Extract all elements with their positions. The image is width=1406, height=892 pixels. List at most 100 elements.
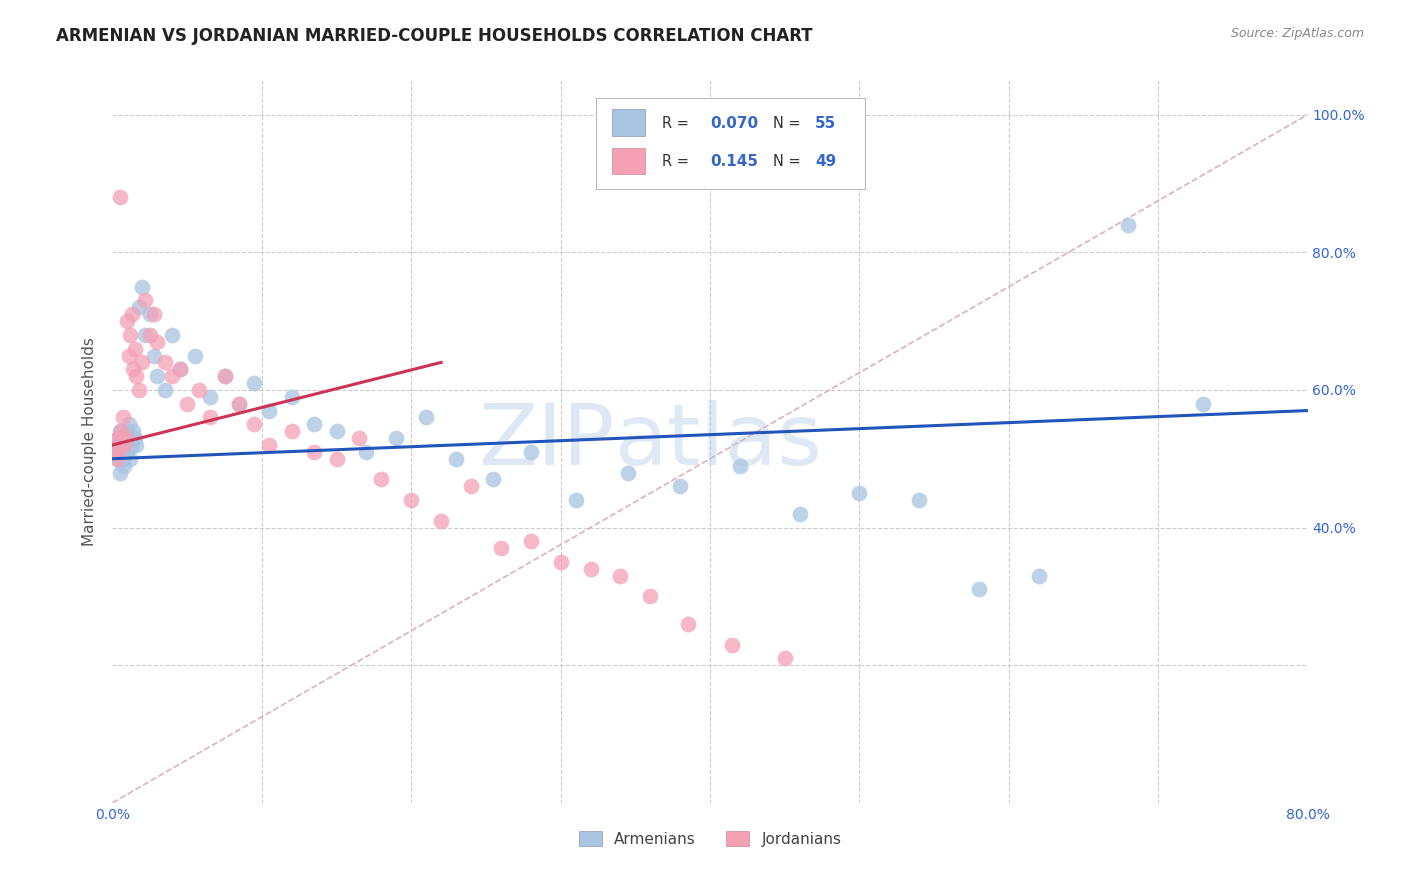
- Point: [114, 458, 135, 473]
- Point: [125, 369, 148, 384]
- Point: [105, 438, 128, 452]
- Point: [146, 334, 169, 349]
- Point: [115, 438, 138, 452]
- Point: [564, 493, 586, 508]
- Point: [108, 190, 131, 204]
- Point: [198, 390, 221, 404]
- Point: [214, 369, 236, 384]
- Point: [401, 493, 423, 508]
- Point: [198, 410, 221, 425]
- Point: [169, 362, 191, 376]
- Point: [139, 307, 162, 321]
- Point: [134, 293, 156, 308]
- Point: [609, 568, 631, 582]
- Point: [1028, 568, 1050, 582]
- Point: [104, 445, 127, 459]
- Point: [120, 451, 142, 466]
- Point: [415, 410, 437, 425]
- Point: [325, 424, 347, 438]
- Point: [176, 397, 198, 411]
- Point: [114, 438, 135, 452]
- Point: [111, 451, 134, 466]
- Bar: [612, 110, 645, 136]
- Point: [356, 445, 378, 459]
- Point: [143, 349, 166, 363]
- Point: [146, 369, 169, 384]
- Point: [1192, 397, 1215, 411]
- Point: [107, 451, 129, 466]
- Point: [139, 327, 162, 342]
- Point: [117, 424, 139, 438]
- Text: 49: 49: [815, 154, 837, 169]
- Point: [120, 327, 142, 342]
- Point: [183, 349, 205, 363]
- Text: Source: ZipAtlas.com: Source: ZipAtlas.com: [1230, 27, 1364, 40]
- Point: [104, 438, 127, 452]
- Bar: [612, 148, 645, 174]
- Point: [281, 424, 304, 438]
- Text: N =: N =: [773, 154, 801, 169]
- Point: [243, 417, 266, 432]
- Point: [121, 307, 143, 321]
- Point: [579, 562, 602, 576]
- Point: [430, 514, 453, 528]
- Point: [676, 616, 699, 631]
- Point: [122, 424, 145, 438]
- Point: [520, 534, 543, 549]
- Point: [848, 486, 870, 500]
- Point: [110, 424, 132, 438]
- Point: [444, 451, 467, 466]
- Point: [108, 466, 131, 480]
- Point: [385, 431, 408, 445]
- Point: [124, 342, 146, 356]
- Point: [117, 314, 139, 328]
- Point: [789, 507, 811, 521]
- Point: [122, 362, 145, 376]
- Point: [108, 424, 131, 438]
- Point: [640, 590, 662, 604]
- Point: [118, 417, 141, 432]
- Point: [243, 376, 266, 390]
- Text: 0.070: 0.070: [710, 116, 758, 131]
- Point: [131, 355, 153, 369]
- Point: [302, 417, 325, 432]
- Point: [370, 472, 392, 486]
- Point: [110, 438, 132, 452]
- Text: ZIP: ZIP: [478, 400, 614, 483]
- Point: [281, 390, 304, 404]
- Point: [550, 555, 572, 569]
- FancyBboxPatch shape: [596, 98, 866, 189]
- Point: [721, 638, 744, 652]
- Point: [1118, 218, 1140, 232]
- Point: [114, 431, 135, 445]
- Point: [162, 327, 183, 342]
- Point: [460, 479, 482, 493]
- Point: [617, 466, 640, 480]
- Point: [117, 445, 139, 459]
- Point: [347, 431, 370, 445]
- Point: [728, 458, 751, 473]
- Point: [143, 307, 166, 321]
- Point: [128, 383, 150, 397]
- Point: [214, 369, 236, 384]
- Point: [125, 438, 148, 452]
- Point: [302, 445, 325, 459]
- Point: [228, 397, 250, 411]
- Y-axis label: Married-couple Households: Married-couple Households: [82, 337, 97, 546]
- Text: R =: R =: [662, 154, 689, 169]
- Point: [259, 438, 281, 452]
- Point: [967, 582, 990, 597]
- Point: [153, 355, 176, 369]
- Text: 55: 55: [815, 116, 837, 131]
- Point: [325, 451, 347, 466]
- Point: [121, 438, 143, 452]
- Point: [669, 479, 692, 493]
- Text: ARMENIAN VS JORDANIAN MARRIED-COUPLE HOUSEHOLDS CORRELATION CHART: ARMENIAN VS JORDANIAN MARRIED-COUPLE HOU…: [56, 27, 813, 45]
- Point: [107, 445, 129, 459]
- Point: [520, 445, 543, 459]
- Text: N =: N =: [773, 116, 801, 131]
- Point: [128, 301, 150, 315]
- Point: [188, 383, 211, 397]
- Point: [169, 362, 191, 376]
- Text: 0.145: 0.145: [710, 154, 758, 169]
